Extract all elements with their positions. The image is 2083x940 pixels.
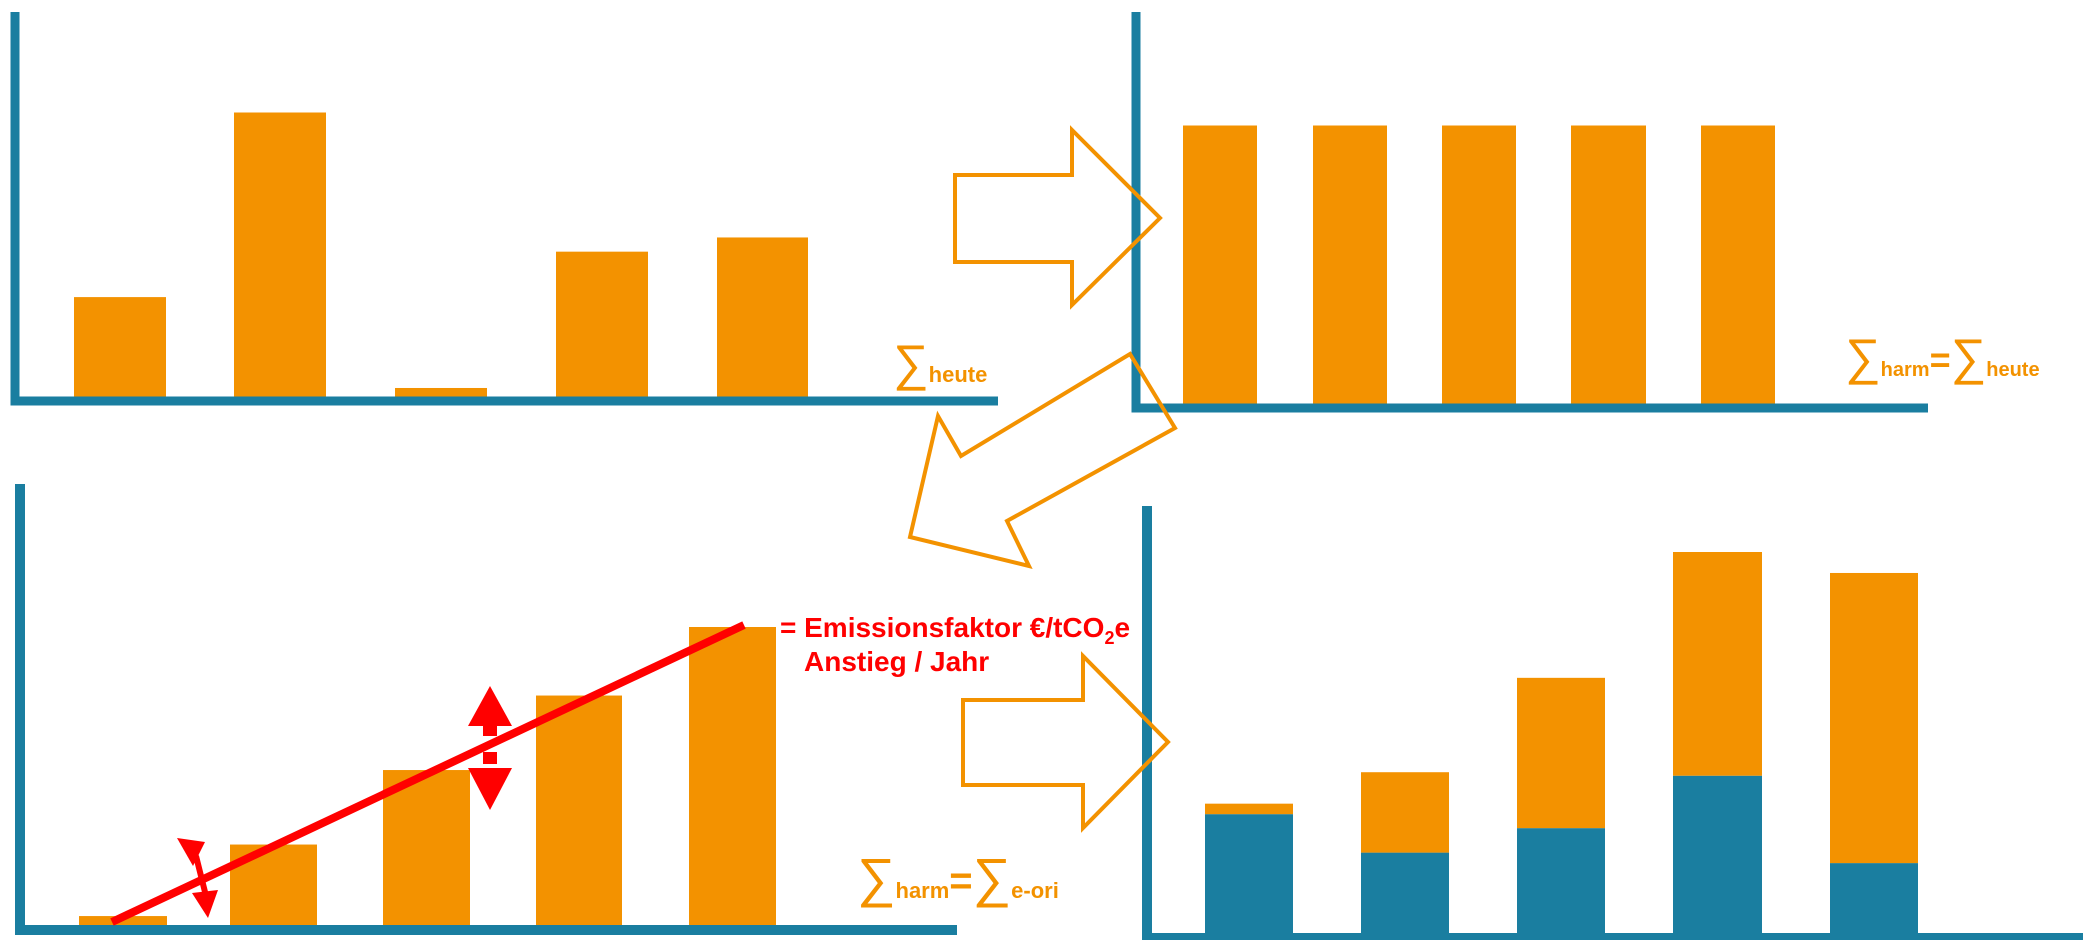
bar bbox=[395, 387, 487, 397]
arrow-right-bottom bbox=[961, 651, 1171, 833]
subscript-harm: harm bbox=[1881, 359, 1930, 381]
bar-segment-upper bbox=[1673, 552, 1762, 776]
deviation-arrow-large bbox=[468, 686, 512, 810]
sigma-symbol: ∑ bbox=[1845, 329, 1881, 385]
subscript-heute: heute bbox=[929, 362, 988, 387]
sum-heute-label: ∑heute bbox=[893, 335, 987, 391]
bar-segment-upper bbox=[1205, 803, 1293, 815]
sigma-symbol: ∑ bbox=[973, 848, 1012, 908]
sigma-symbol: ∑ bbox=[1951, 329, 1987, 385]
bar bbox=[1701, 125, 1775, 404]
bar bbox=[234, 112, 326, 397]
chart-top-right bbox=[1131, 12, 1928, 413]
equals-sign: = bbox=[949, 859, 972, 903]
bar bbox=[1183, 125, 1257, 404]
arrow-right-top bbox=[953, 125, 1163, 310]
chart-bottom-right bbox=[1142, 506, 2083, 940]
bar-segment-base bbox=[1673, 775, 1762, 933]
bar-segment-base bbox=[1517, 828, 1605, 933]
chart-top-left bbox=[10, 12, 998, 406]
anstieg-label: Anstieg / Jahr bbox=[804, 646, 989, 677]
bar bbox=[556, 251, 648, 397]
deviation-arrow-small bbox=[177, 838, 218, 918]
sum-harm-equals-eori-label: ∑harm=∑e-ori bbox=[857, 848, 1059, 908]
bar bbox=[383, 770, 470, 925]
bar bbox=[536, 695, 622, 925]
sum-harm-equals-heute-label: ∑harm=∑heute bbox=[1845, 329, 2040, 385]
bar bbox=[1313, 125, 1387, 404]
sigma-symbol: ∑ bbox=[857, 848, 896, 908]
bar bbox=[717, 237, 808, 397]
bar bbox=[1442, 125, 1516, 404]
arrow-diagonal bbox=[907, 351, 1178, 569]
bar-segment-base bbox=[1830, 863, 1918, 933]
bar-segment-base bbox=[1205, 814, 1293, 933]
bar-segment-upper bbox=[1517, 677, 1605, 829]
emissionsfaktor-label: = Emissionsfaktor €/tCO2e bbox=[780, 612, 1130, 648]
chart-bottom-left bbox=[15, 484, 957, 935]
bar bbox=[74, 297, 166, 397]
bar-segment-upper bbox=[1361, 772, 1449, 853]
bar-segment-upper bbox=[1830, 572, 1918, 864]
bar bbox=[689, 627, 776, 925]
subscript-heute: heute bbox=[1986, 359, 2039, 381]
trend-line bbox=[110, 621, 746, 926]
subscript-eori: e-ori bbox=[1011, 878, 1059, 903]
subscript-harm: harm bbox=[896, 878, 950, 903]
equals-sign: = bbox=[1930, 339, 1951, 380]
bar bbox=[1571, 125, 1646, 404]
sigma-symbol: ∑ bbox=[893, 335, 929, 391]
bar-segment-base bbox=[1361, 852, 1449, 933]
